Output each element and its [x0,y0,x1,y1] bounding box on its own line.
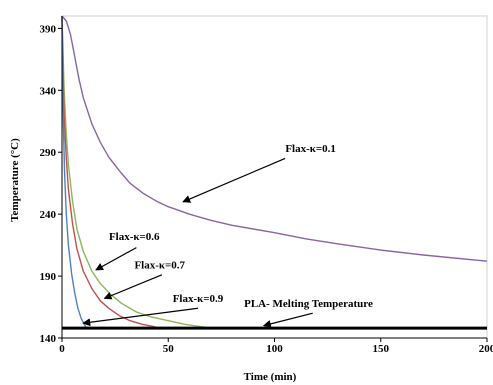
y-tick-label: 140 [40,333,57,345]
series-layer [61,15,488,330]
annotation-arrow [95,247,137,271]
x-tick-label: 150 [373,343,390,355]
y-tick-label: 340 [40,85,57,97]
annotation-label: PLA- Melting Temperature [244,298,373,310]
annotation-arrow [262,312,313,328]
series-line-4 [61,15,88,329]
x-tick-label: 100 [266,343,283,355]
y-tick-label: 290 [40,147,57,159]
x-axis-title: Time (min) [244,371,297,383]
annotation-label: Flax-κ=0.7 [134,260,185,272]
annotation-label: Flax-κ=0.1 [285,143,336,155]
plot-area: Flax-κ=0.1 Flax-κ=0.6 Flax-κ=0.7 Flax-κ=0.9… [40,15,493,355]
y-tick-label: 240 [40,209,57,221]
y-axis-title: Temperature (°C) [9,138,21,222]
y-tick-label: 190 [40,271,57,283]
annotation-layer: Flax-κ=0.1 Flax-κ=0.6 Flax-κ=0.7 Flax-κ=0.9… [82,143,373,328]
series-line-1 [61,15,488,262]
y-axis-ticks: 140 190 240 290 340 390 [40,23,62,345]
x-tick-label: 0 [59,343,65,355]
x-tick-label: 200 [479,343,493,355]
annotation-label: Flax-κ=0.6 [109,231,160,243]
annotation-label: Flax-κ=0.9 [173,293,224,305]
annotation-arrow [82,307,199,327]
x-tick-label: 50 [163,343,175,355]
series-line-3 [61,15,156,328]
x-axis-ticks: 0 50 100 150 200 [59,338,493,355]
series-line-2 [61,15,211,329]
y-tick-label: 390 [40,23,57,35]
annotation-arrow [182,157,286,203]
annotation-arrow [103,274,163,300]
